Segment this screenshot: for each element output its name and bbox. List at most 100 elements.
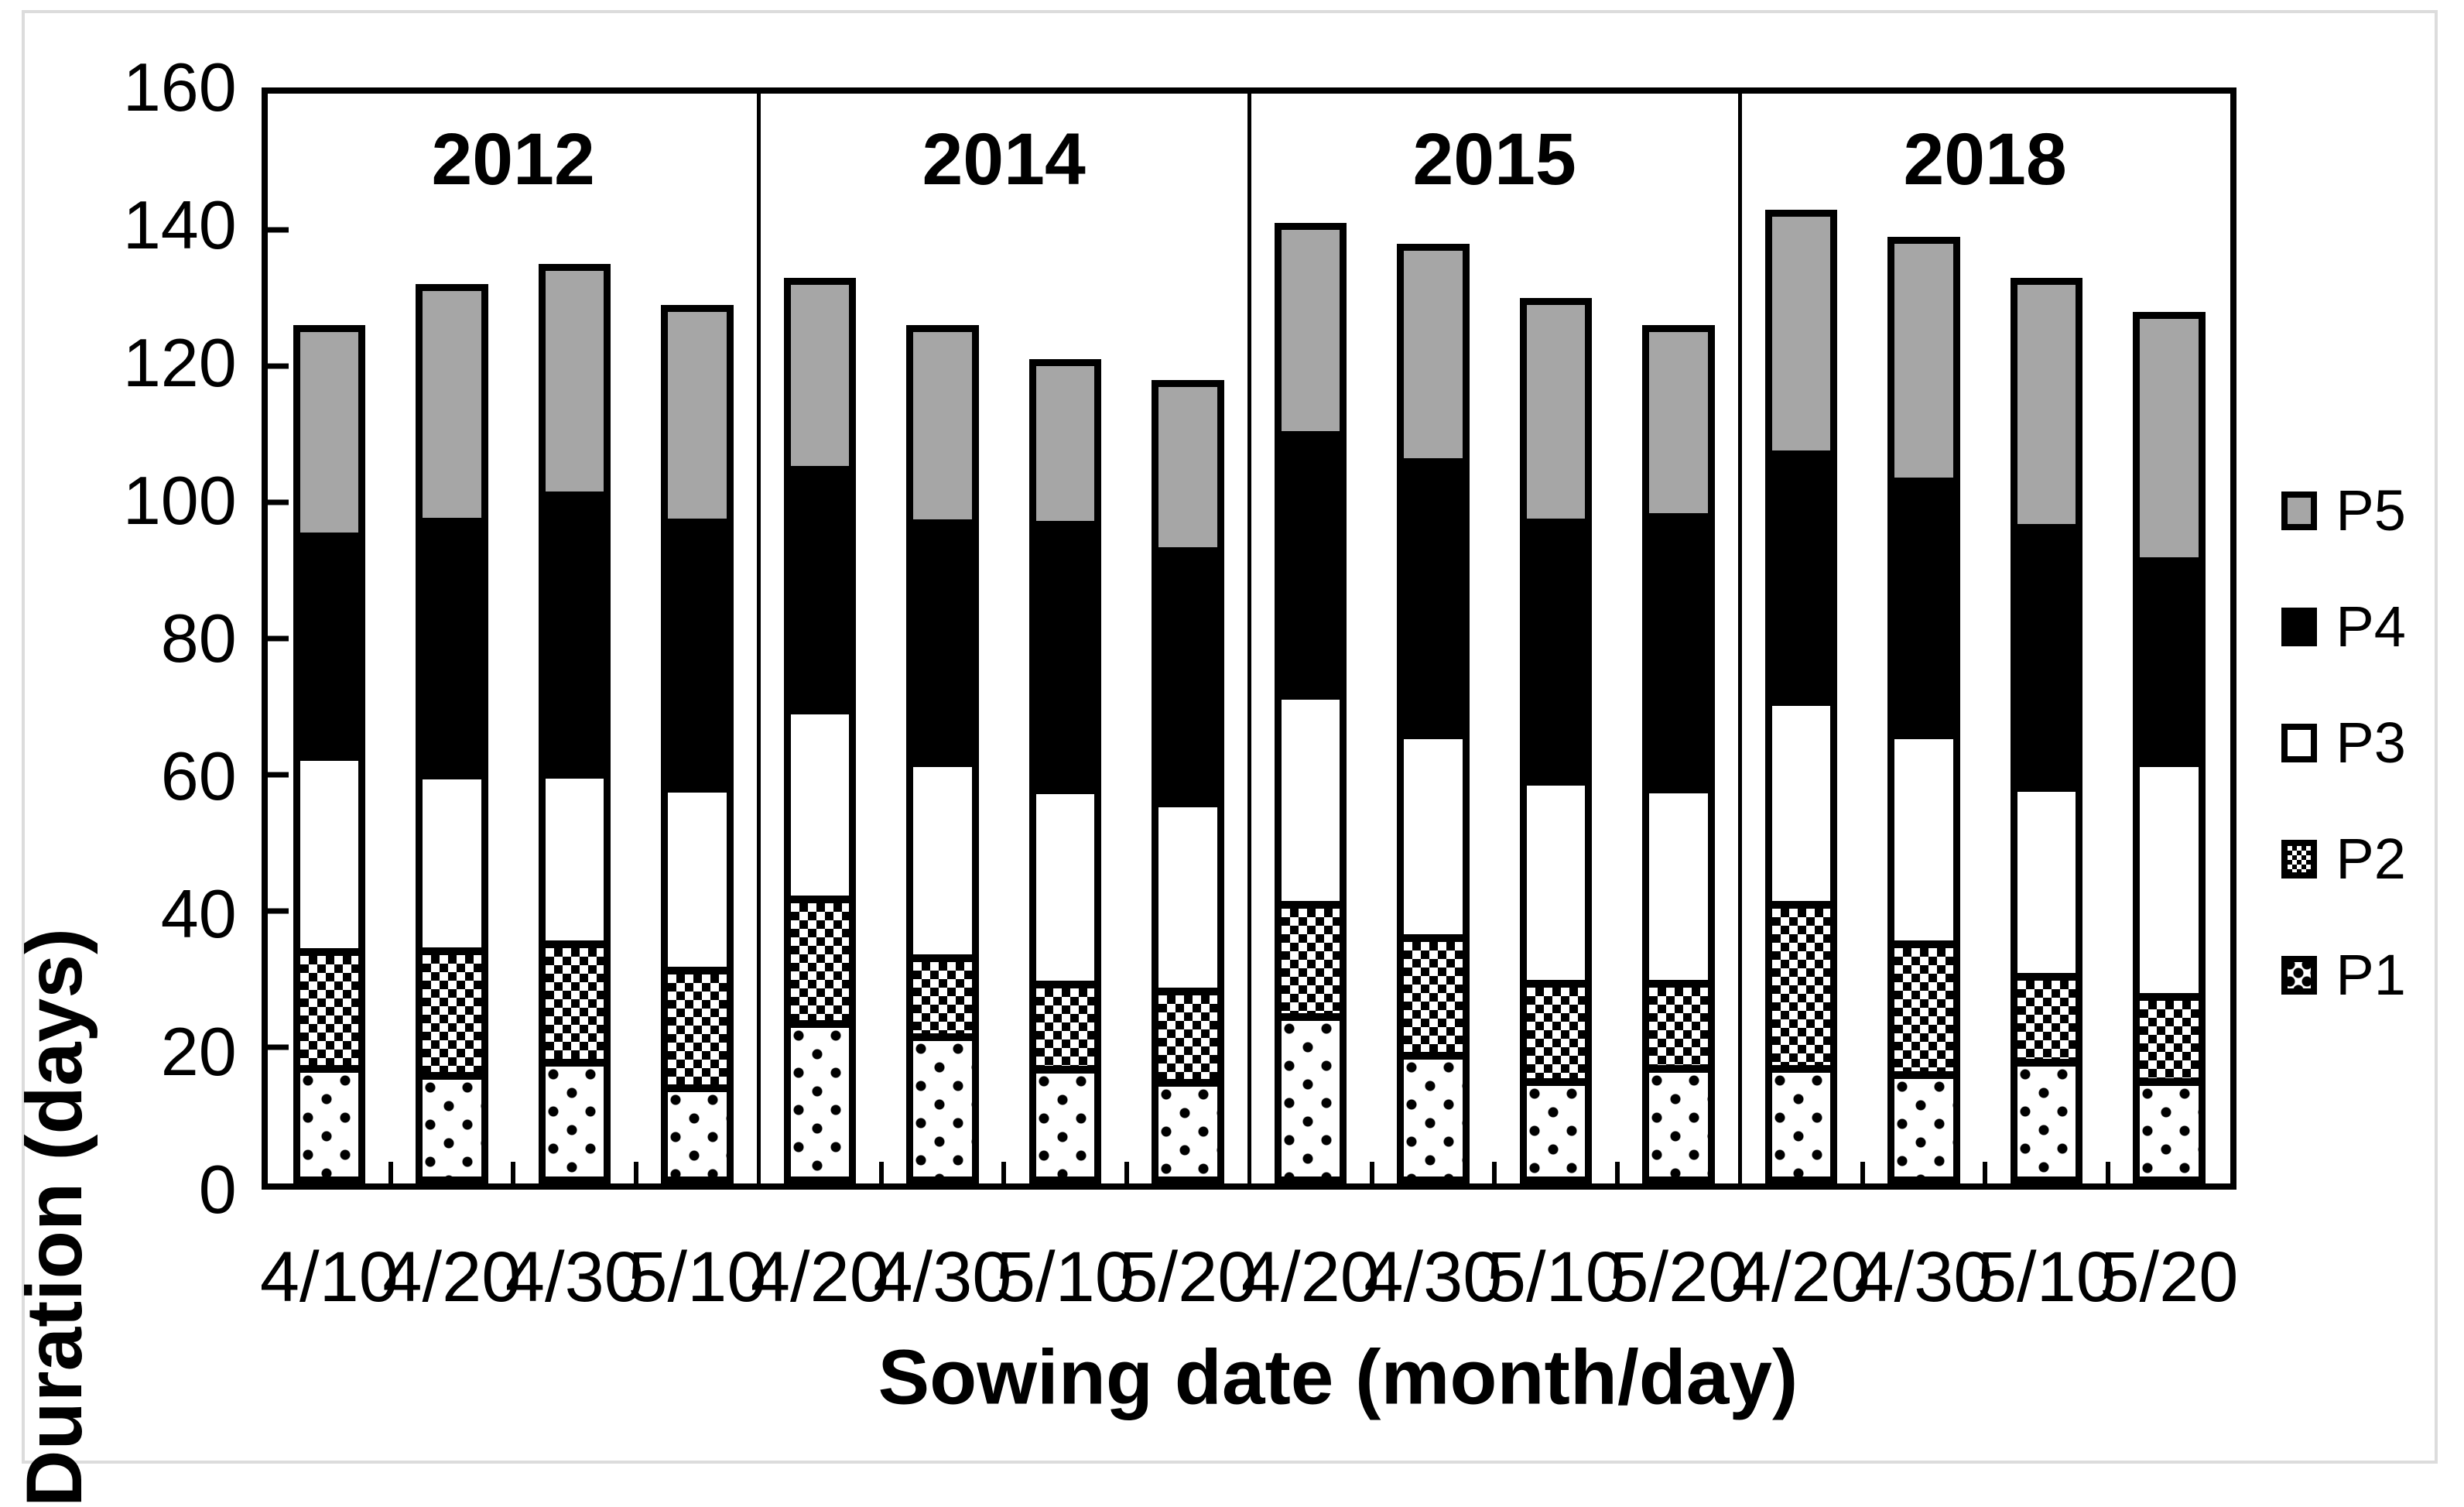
segment-p2 <box>296 951 363 1070</box>
segment-p2 <box>786 899 854 1024</box>
segment-p3 <box>419 775 485 952</box>
segment-p2 <box>1768 905 1835 1069</box>
segment-p4 <box>419 521 485 776</box>
x-axis-tick <box>1124 1161 1129 1183</box>
group-slots: 4/20 4/30 5/10 5/20 <box>751 94 1257 1313</box>
segment-p4 <box>909 522 976 764</box>
segment-p3 <box>909 763 976 959</box>
legend-swatch-p5-icon <box>2281 491 2318 530</box>
segment-p5 <box>2136 314 2202 562</box>
y-axis-tick <box>268 363 289 369</box>
segment-p4 <box>1891 481 1957 736</box>
group-slots: 4/10 4/20 4/30 5/10 <box>260 94 766 1313</box>
bar-slot: 4/20 <box>1241 94 1380 1313</box>
y-axis-tick <box>268 227 289 233</box>
segment-p2 <box>1277 905 1344 1017</box>
segment-p5 <box>909 328 976 523</box>
bar-2015-5/20 <box>1642 325 1715 1183</box>
segment-p2 <box>1400 937 1466 1057</box>
group-slots: 4/20 4/30 5/10 5/20 <box>1732 94 2238 1313</box>
segment-p2 <box>419 951 485 1076</box>
segment-p4 <box>1400 461 1466 736</box>
group-divider <box>1738 93 1743 1183</box>
x-tick-label: 5/10 <box>1486 1237 1625 1317</box>
segment-p5 <box>541 266 608 495</box>
segment-p2 <box>1522 984 1590 1082</box>
segment-p4 <box>1645 516 1712 789</box>
x-axis-tick <box>1614 1161 1620 1183</box>
segment-p3 <box>1400 735 1466 938</box>
segment-p1 <box>664 1088 731 1180</box>
bar-2015-4/30 <box>1397 243 1470 1183</box>
segment-p4 <box>1277 435 1344 697</box>
segment-p2 <box>2013 977 2080 1063</box>
legend-swatch-p3-icon <box>2281 724 2318 762</box>
segment-p3 <box>1522 782 1590 984</box>
bar-slot: 5/10 <box>628 94 766 1313</box>
legend-swatch-p1-icon <box>2281 955 2318 995</box>
segment-p2 <box>1155 991 1221 1083</box>
bar-2015-5/10 <box>1519 297 1593 1183</box>
segment-p3 <box>786 710 854 899</box>
x-axis-tick <box>388 1161 393 1183</box>
legend-label: P5 <box>2336 478 2406 543</box>
segment-p4 <box>1522 522 1590 783</box>
x-tick-label: 4/20 <box>1731 1237 1870 1317</box>
x-tick-label: 4/30 <box>1364 1237 1503 1317</box>
bar-2014-5/10 <box>1028 359 1102 1183</box>
plot-area: 2012 4/10 4/20 4/30 5/10 2014 4/20 4/30 5/10 5/20… <box>260 87 2238 1313</box>
x-tick-label: 4/30 <box>873 1237 1012 1317</box>
segment-p5 <box>1400 246 1466 462</box>
segment-p1 <box>296 1069 363 1180</box>
y-axis-tick <box>268 635 289 642</box>
x-axis-title: Sowing date (month/day) <box>878 1334 1798 1421</box>
legend-item-p1: P1 <box>2281 946 2406 1004</box>
bar-slot: 4/30 <box>505 94 644 1313</box>
segment-p3 <box>1768 702 1835 906</box>
bar-2018-5/20 <box>2133 311 2206 1183</box>
bar-2018-4/20 <box>1764 209 1838 1183</box>
segment-p2 <box>1891 944 1957 1076</box>
x-axis-tick <box>1492 1161 1497 1183</box>
segment-p1 <box>2013 1062 2080 1180</box>
y-tick-label: 60 <box>160 737 237 814</box>
segment-p5 <box>1522 300 1590 522</box>
segment-p3 <box>1155 803 1221 992</box>
segment-p1 <box>1645 1069 1712 1180</box>
segment-p1 <box>909 1036 976 1180</box>
segment-p3 <box>2136 762 2202 997</box>
legend-swatch-p4-icon <box>2281 608 2318 646</box>
bar-slot: 5/10 <box>1977 94 2116 1313</box>
segment-p3 <box>1891 735 1957 944</box>
bar-2012-5/10 <box>661 304 734 1183</box>
segment-p2 <box>2136 996 2202 1083</box>
segment-p5 <box>1768 212 1835 454</box>
segment-p2 <box>541 944 608 1063</box>
x-tick-label: 4/10 <box>259 1237 399 1317</box>
segment-p1 <box>1891 1075 1957 1180</box>
legend-label: P3 <box>2336 711 2406 775</box>
segment-p3 <box>1277 696 1344 906</box>
legend-item-p3: P3 <box>2281 714 2406 772</box>
bar-slot: 4/20 <box>382 94 521 1313</box>
segment-p5 <box>296 328 363 536</box>
segment-p1 <box>1155 1082 1221 1180</box>
x-axis-tick <box>633 1161 638 1183</box>
bar-2012-4/10 <box>293 325 366 1183</box>
x-axis-tick <box>1001 1161 1007 1183</box>
legend-item-p4: P4 <box>2281 598 2406 656</box>
segment-p2 <box>1645 984 1712 1070</box>
segment-p5 <box>786 280 854 470</box>
y-tick-label: 20 <box>160 1012 237 1090</box>
segment-p1 <box>419 1075 485 1180</box>
x-axis-tick <box>1983 1161 1988 1183</box>
segment-p4 <box>1032 524 1099 790</box>
segment-p1 <box>1768 1068 1835 1180</box>
segment-p3 <box>1032 789 1099 985</box>
segment-p5 <box>1155 382 1221 552</box>
segment-p1 <box>1400 1056 1466 1180</box>
bar-slot: 5/20 <box>2100 94 2238 1313</box>
segment-p3 <box>296 756 363 952</box>
y-tick-label: 140 <box>122 186 237 263</box>
bar-slot: 4/30 <box>873 94 1011 1313</box>
